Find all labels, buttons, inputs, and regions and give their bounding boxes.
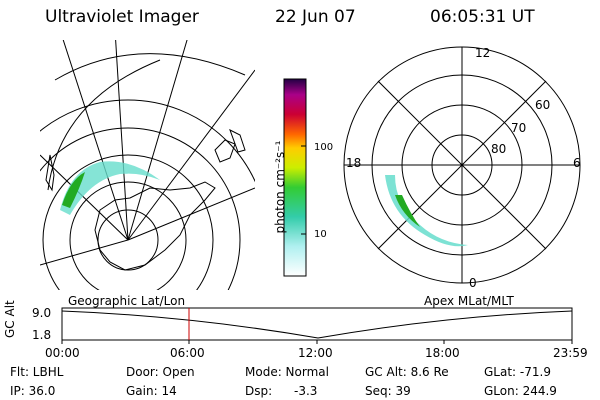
status-ip: IP: 36.0 xyxy=(10,384,56,398)
status-dsp-label: Dsp: xyxy=(245,384,273,398)
right-panel-label: Apex MLat/MLT xyxy=(424,294,514,308)
colorbar-tick-10: 10 xyxy=(314,229,327,240)
left-panel-label: Geographic Lat/Lon xyxy=(68,294,186,308)
status-seq: Seq: 39 xyxy=(365,384,411,398)
altitude-ylabel: GC Alt xyxy=(3,300,17,338)
status-flt: Flt: LBHL xyxy=(10,365,64,379)
time-label: 06:05:31 UT xyxy=(430,7,535,27)
colorbar xyxy=(283,78,307,277)
colorbar-unit-label: photon cm⁻²s⁻¹ xyxy=(273,140,287,234)
altitude-plot: GC Alt xyxy=(3,300,573,344)
mlat-label-70: 70 xyxy=(511,121,527,135)
altitude-xtick-1200: 12:00 xyxy=(298,346,333,360)
altitude-xtick-1800: 18:00 xyxy=(425,346,460,360)
mlat-label-80: 80 xyxy=(491,142,507,156)
altitude-ytick-1.8: 1.8 xyxy=(32,328,52,342)
instrument-title: Ultraviolet Imager xyxy=(45,7,199,27)
mlt-label-0: 0 xyxy=(469,276,477,290)
status-glon: GLon: 244.9 xyxy=(484,384,557,398)
mlt-label-12: 12 xyxy=(475,46,491,60)
status-glat: GLat: -71.9 xyxy=(484,365,551,379)
status-mode: Mode: Normal xyxy=(245,365,329,379)
status-gain: Gain: 14 xyxy=(126,384,177,398)
altitude-xtick-2359: 23:59 xyxy=(553,346,588,360)
aurora-emission-right xyxy=(385,175,468,247)
mlt-label-6: 6 xyxy=(573,156,581,170)
geographic-map xyxy=(40,40,255,290)
aurora-emission-left xyxy=(60,161,160,215)
mlt-label-18: 18 xyxy=(346,156,362,170)
altitude-ytick-9: 9.0 xyxy=(32,306,52,320)
mlat-label-60: 60 xyxy=(535,98,551,112)
status-gc-alt: GC Alt: 8.6 Re xyxy=(365,365,449,379)
status-dsp-value: -3.3 xyxy=(294,384,318,398)
altitude-xtick-0000: 00:00 xyxy=(45,346,80,360)
date-label: 22 Jun 07 xyxy=(275,7,356,27)
altitude-xtick-0600: 06:00 xyxy=(170,346,205,360)
status-door: Door: Open xyxy=(126,365,195,379)
colorbar-tick-100: 100 xyxy=(314,142,334,153)
polar-plot xyxy=(343,46,581,284)
